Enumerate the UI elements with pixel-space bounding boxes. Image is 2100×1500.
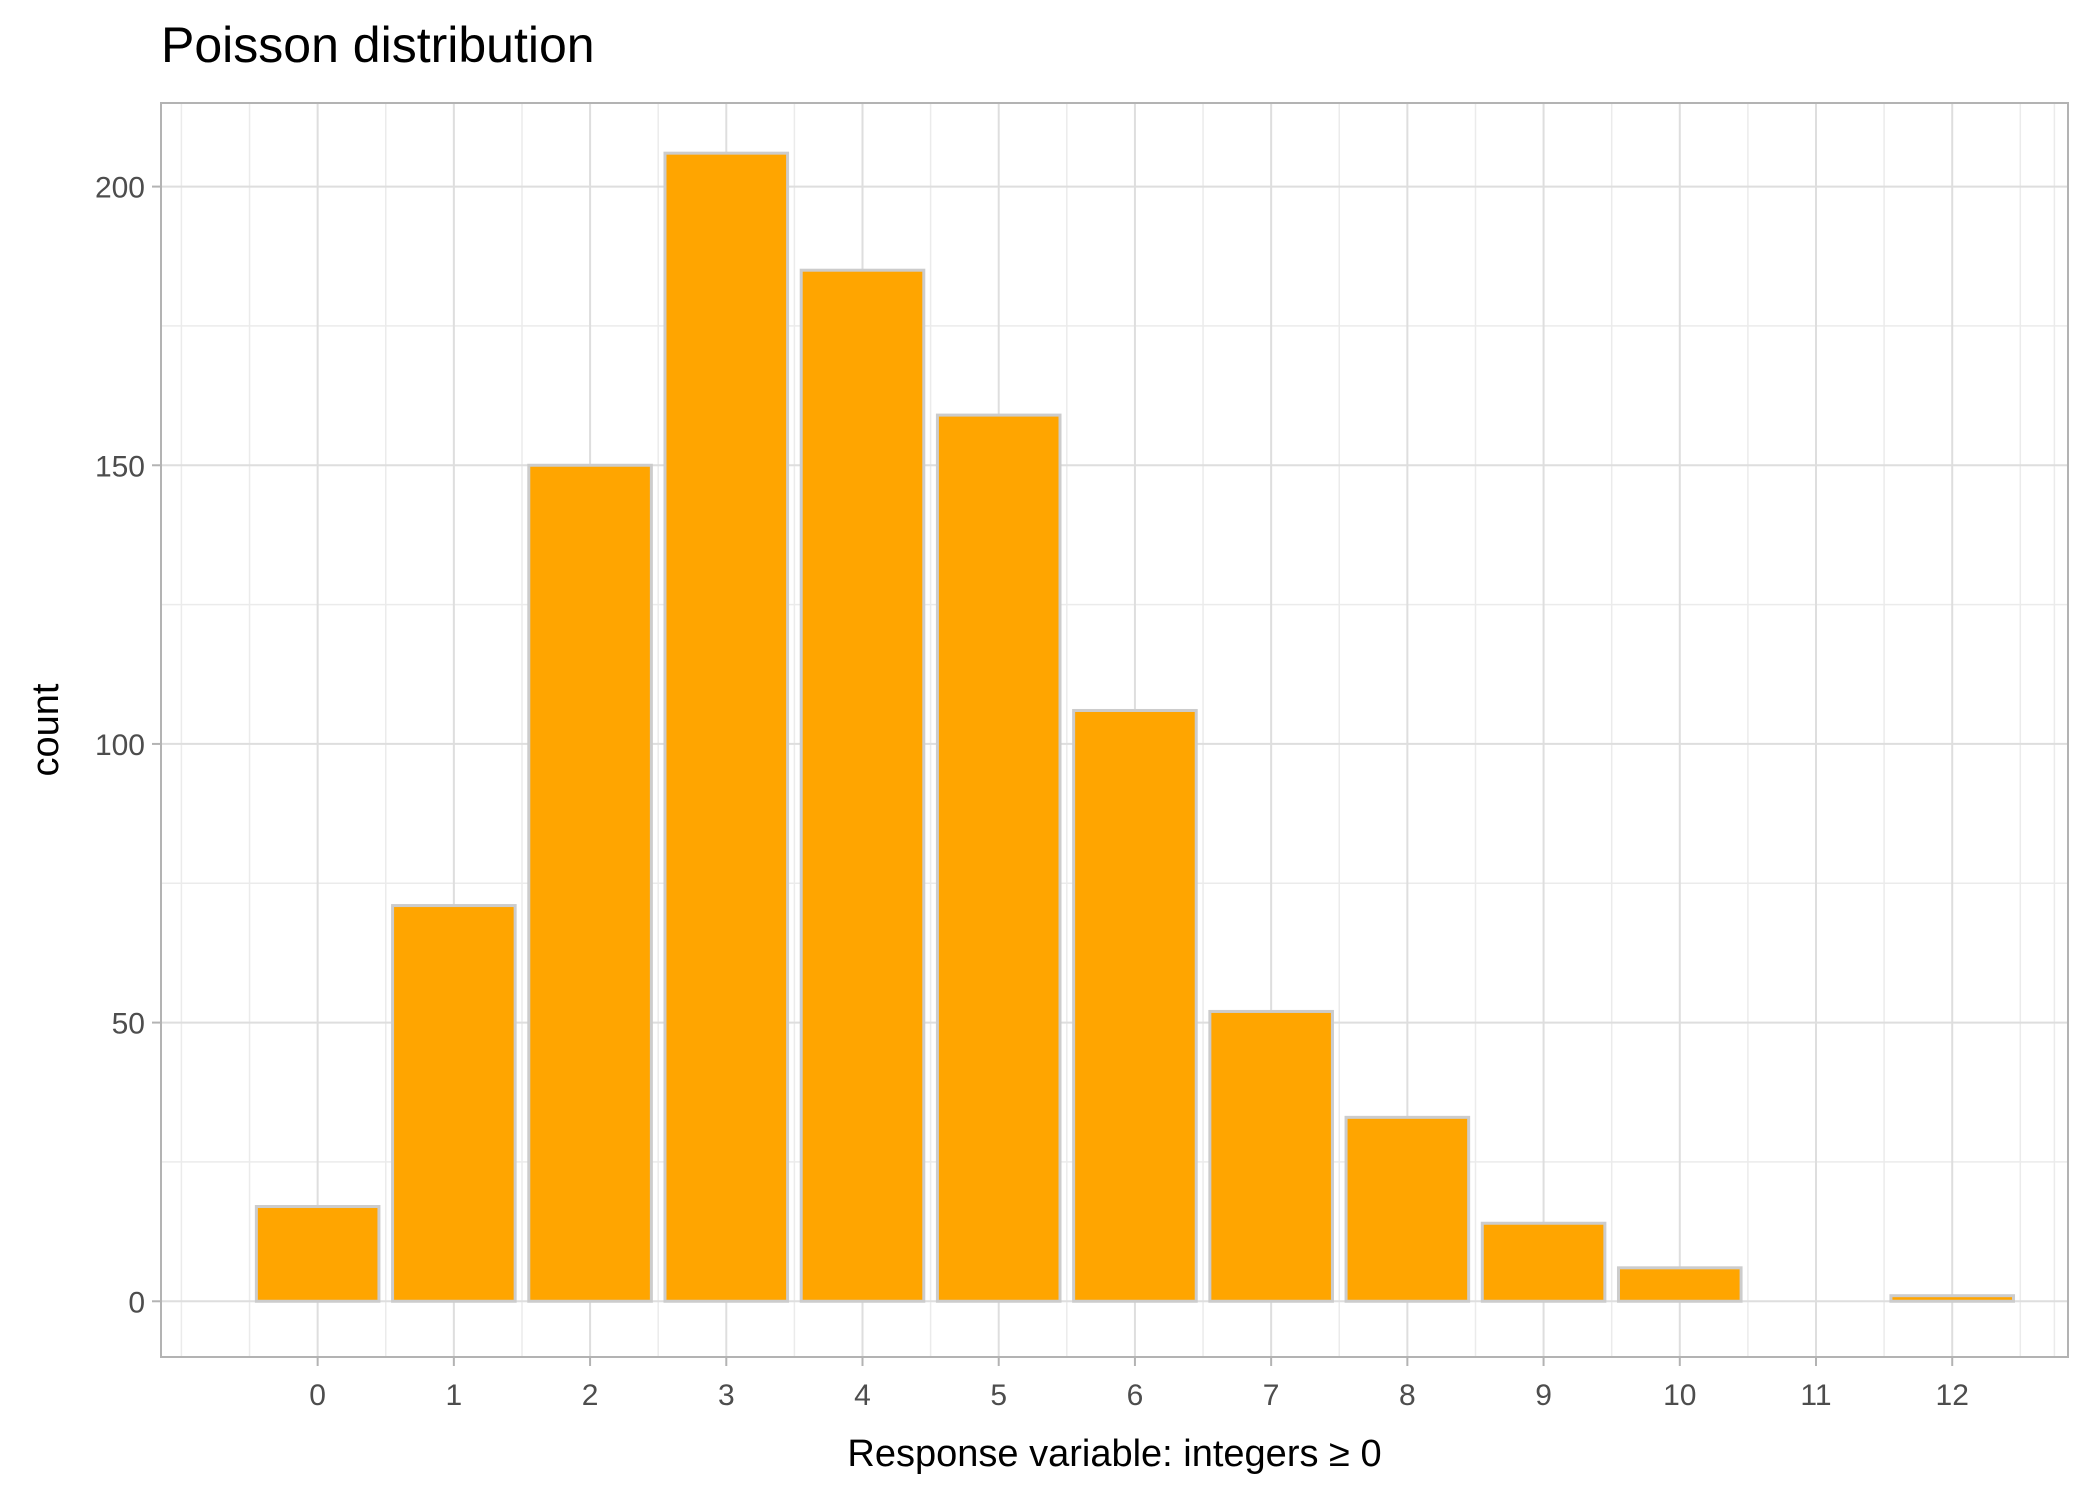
- x-tick-label: 1: [446, 1379, 463, 1412]
- x-tick-label: 8: [1399, 1379, 1416, 1412]
- x-axis: 0 1 2 3 4 5 6 7 8 9 10 11 12: [309, 1357, 1969, 1412]
- bar-1: [391, 904, 517, 1303]
- y-tick-label: 200: [95, 172, 145, 205]
- x-tick-label: 2: [582, 1379, 599, 1412]
- x-tick-label: 3: [718, 1379, 735, 1412]
- y-axis: 0 50 100 150 200: [95, 172, 161, 1319]
- x-axis-title: Response variable: integers ≥ 0: [847, 1433, 1381, 1475]
- x-tick-label: 9: [1535, 1379, 1552, 1412]
- bar-2: [527, 463, 653, 1303]
- x-tick-label: 12: [1936, 1379, 1969, 1412]
- y-axis-title: count: [25, 683, 67, 776]
- bar-8: [1344, 1115, 1471, 1303]
- bar-7: [1208, 1009, 1334, 1303]
- x-tick-label: 5: [990, 1379, 1007, 1412]
- x-tick-label: 7: [1263, 1379, 1280, 1412]
- bar-5: [935, 413, 1062, 1303]
- chart-title: Poisson distribution: [161, 17, 595, 73]
- bar-10: [1616, 1266, 1743, 1303]
- bars: [254, 151, 2016, 1303]
- x-tick-label: 4: [854, 1379, 871, 1412]
- bar-3: [663, 151, 790, 1303]
- y-tick-label: 100: [95, 729, 145, 762]
- y-tick-label: 50: [112, 1008, 145, 1041]
- x-tick-label: 10: [1663, 1379, 1696, 1412]
- y-tick-label: 0: [128, 1286, 145, 1319]
- bar-0: [254, 1205, 381, 1303]
- bar-4: [799, 268, 926, 1303]
- x-tick-label: 6: [1127, 1379, 1144, 1412]
- panel-border: [160, 102, 2069, 1358]
- bar-9: [1480, 1221, 1607, 1303]
- x-tick-label: 0: [309, 1379, 326, 1412]
- bar-6: [1072, 708, 1198, 1303]
- bar-12: [1889, 1294, 2016, 1303]
- x-tick-label: 11: [1800, 1379, 1831, 1412]
- y-tick-label: 150: [95, 450, 145, 483]
